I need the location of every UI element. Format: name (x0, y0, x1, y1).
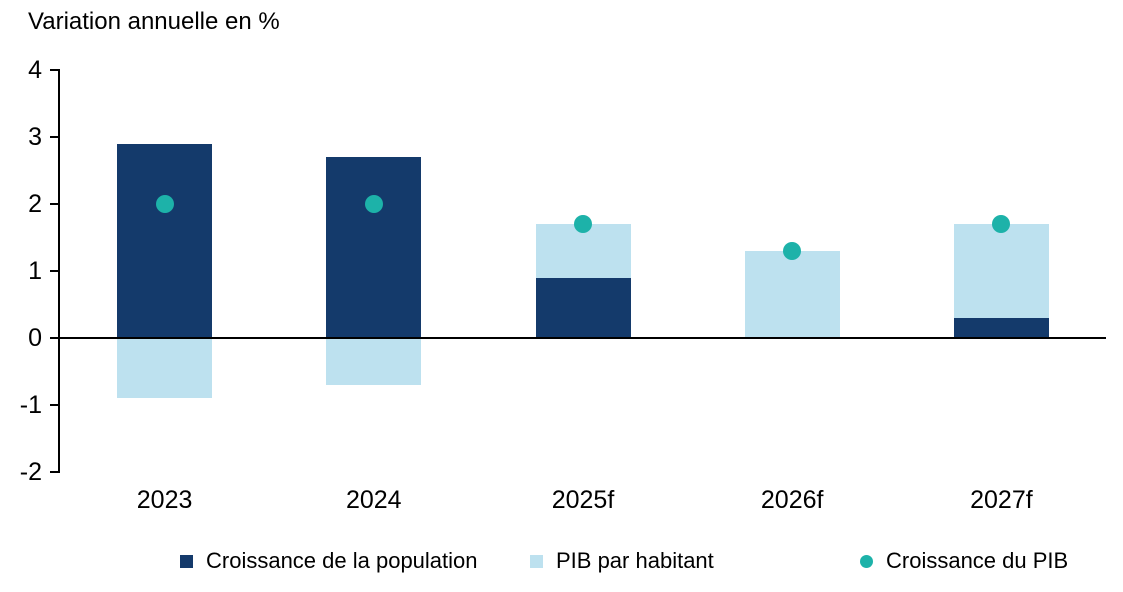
legend-item-croissance-pib: Croissance du PIB (860, 548, 1068, 574)
legend-label-pib-par-habitant: PIB par habitant (556, 548, 714, 573)
x-axis-label: 2023 (136, 486, 193, 514)
point-croissance-pib (364, 195, 383, 213)
y-tick (50, 337, 58, 339)
plot-area: 4 3 2 1 0 -1 -2 2023 2024 2025f 2026f 2027f (19, 56, 1106, 514)
bar-segment-population (326, 157, 422, 338)
y-tick-label: 1 (28, 257, 42, 285)
legend-item-population: Croissance de la population (180, 548, 478, 574)
chart-title: Variation annuelle en % (28, 8, 280, 35)
point-croissance-pib (783, 241, 802, 260)
y-tick-label: -2 (19, 458, 42, 486)
point-croissance-pib (574, 215, 592, 234)
x-axis-label: 2027f (970, 486, 1033, 514)
bar-segment-pib-par-habitant (535, 224, 631, 278)
x-axis-label: 2024 (345, 486, 402, 514)
y-tick (50, 270, 58, 272)
y-tick (50, 136, 58, 138)
y-axis-line (58, 69, 60, 473)
y-tick-label: 2 (28, 190, 42, 218)
bar-segment-pib-par-habitant (953, 224, 1049, 318)
legend-swatch-croissance-pib (860, 554, 873, 568)
y-tick (50, 404, 58, 406)
bar-segment-population (535, 277, 631, 338)
legend-label-population: Croissance de la population (206, 548, 478, 573)
legend-swatch-population (180, 554, 193, 568)
legend-swatch-pib-par-habitant (530, 554, 543, 568)
bar-segment-population (953, 317, 1049, 338)
bar-segment-pib-par-habitant (744, 250, 840, 338)
bar-segment-pib-par-habitant (326, 338, 422, 385)
point-croissance-pib (155, 195, 174, 213)
x-axis-label: 2026f (760, 486, 824, 514)
zero-line (58, 337, 1106, 339)
y-tick (50, 471, 58, 473)
y-tick-label: 3 (28, 123, 42, 151)
legend-item-pib-par-habitant: PIB par habitant (530, 548, 714, 574)
legend-label-croissance-pib: Croissance du PIB (886, 548, 1069, 573)
bar-segment-pib-par-habitant (117, 338, 213, 399)
point-croissance-pib (992, 215, 1011, 234)
y-tick (50, 69, 58, 71)
y-tick (50, 203, 58, 205)
y-tick-label: 0 (28, 324, 42, 352)
legend: Croissance de la population PIB par habi… (0, 548, 1123, 578)
y-tick-label: 4 (28, 56, 42, 84)
y-tick-label: -1 (19, 391, 42, 419)
bar-segment-population (117, 143, 213, 338)
x-axis-label: 2025f (551, 486, 615, 514)
